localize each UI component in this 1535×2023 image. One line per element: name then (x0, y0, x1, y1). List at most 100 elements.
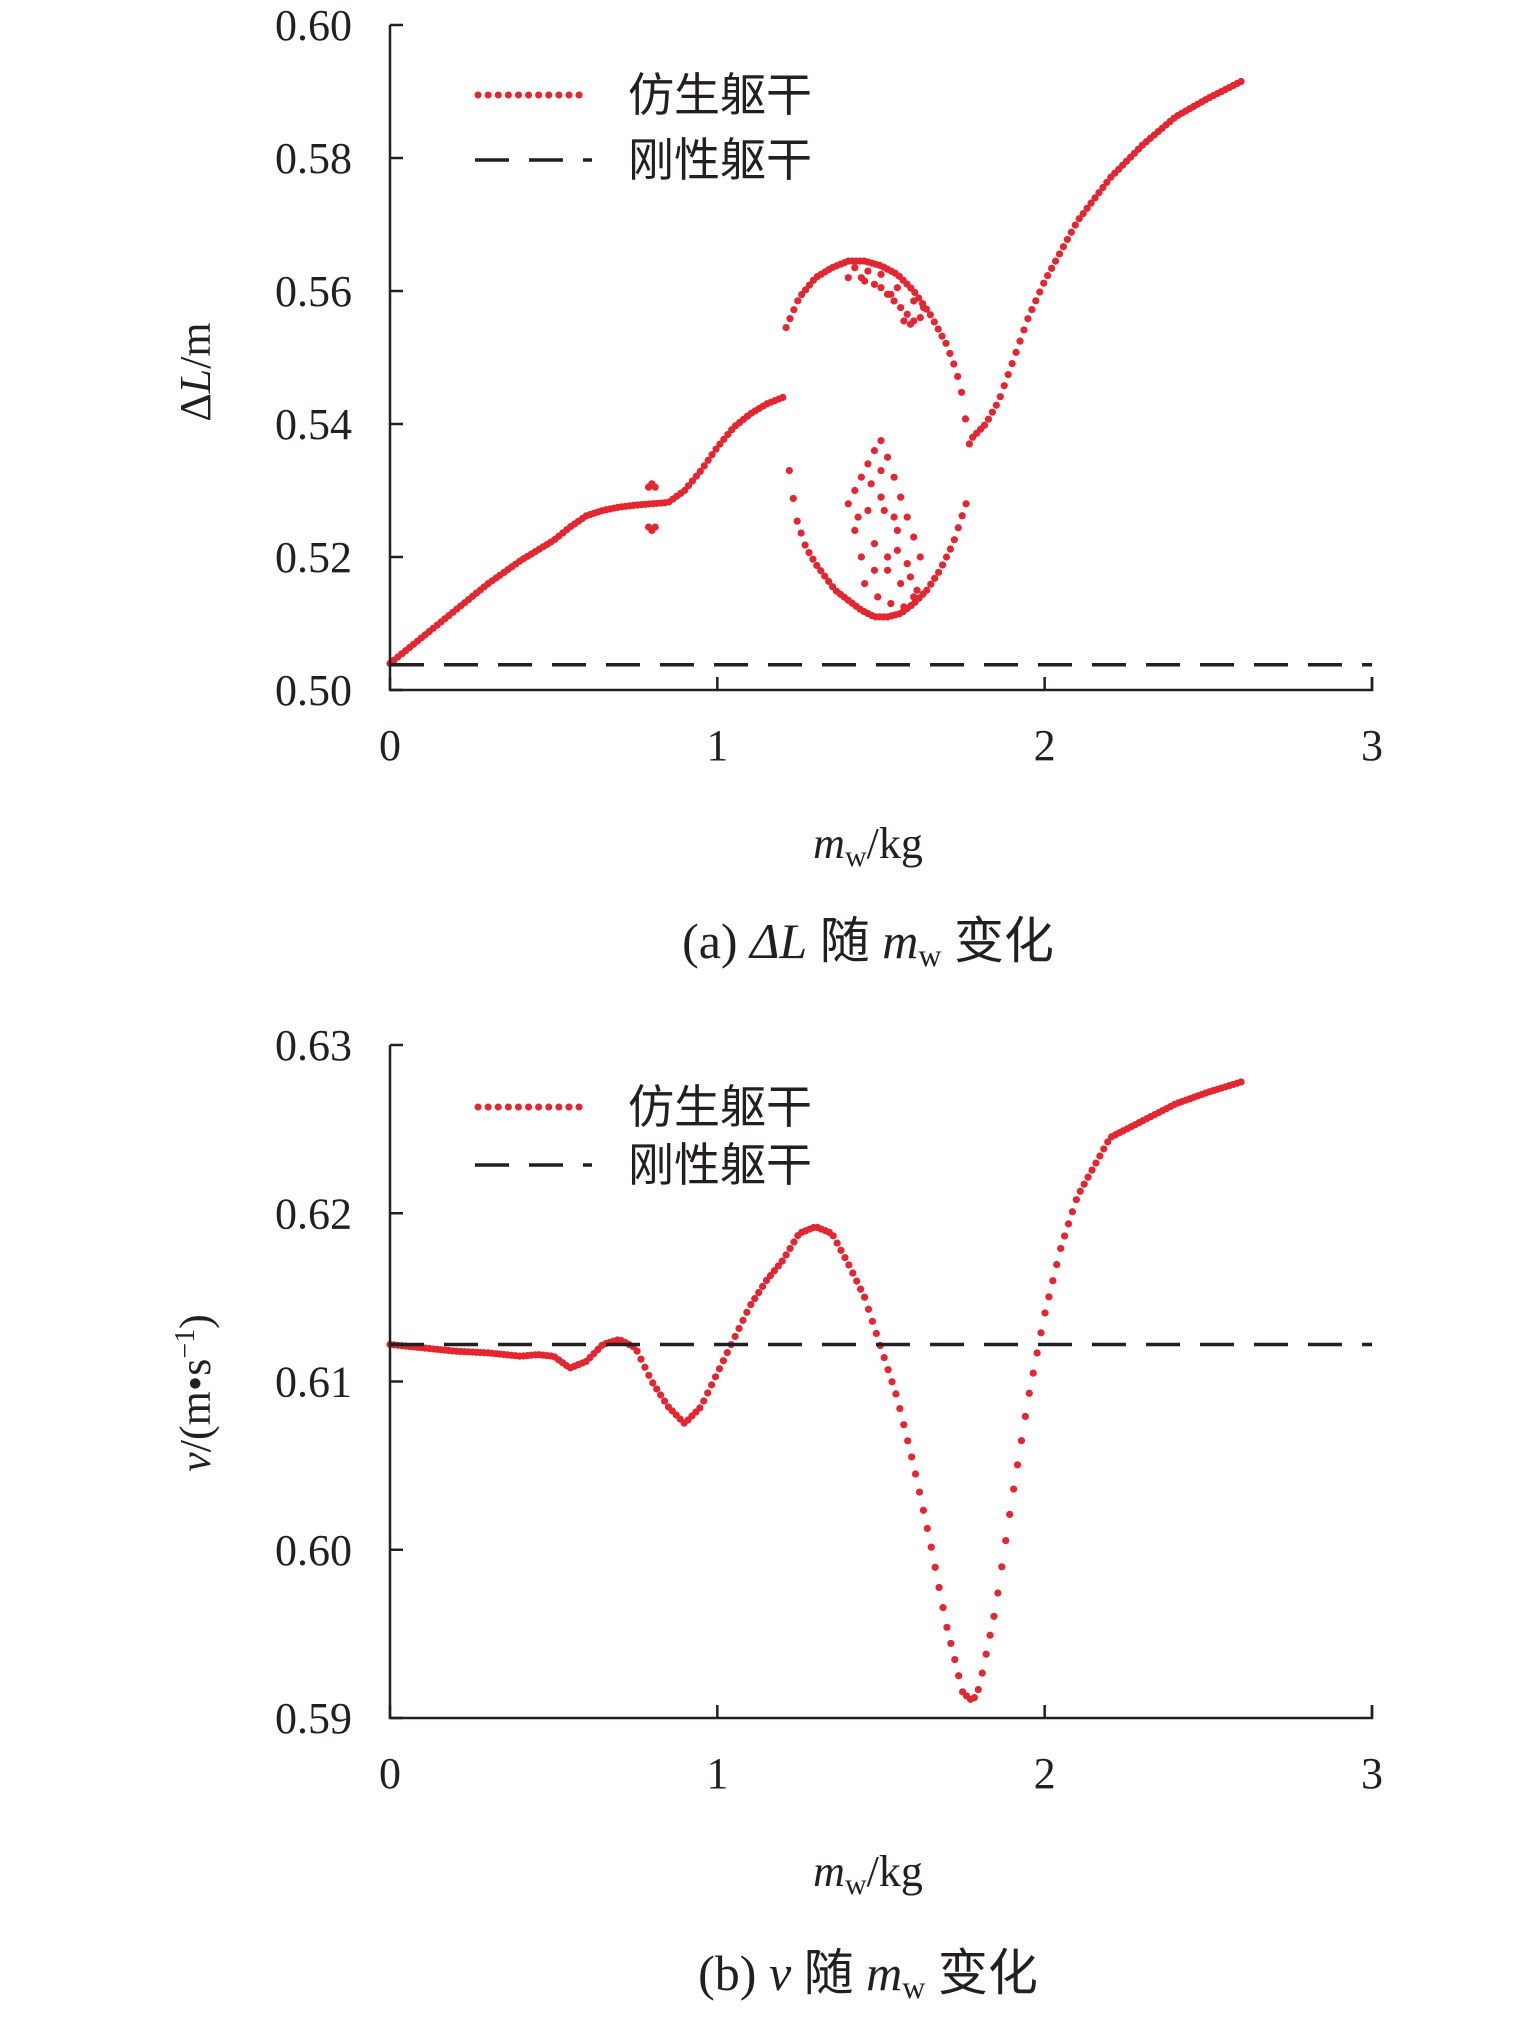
bionic-data-point (1013, 1461, 1022, 1469)
panel-b-ticks: 0 1 2 3 0.63 0.62 0.61 0.60 0.59 (275, 1021, 1383, 1798)
panel-a-caption-prefix: (a) (682, 913, 750, 969)
bionic-data-point (1075, 215, 1083, 223)
bionic-data-point (935, 568, 943, 576)
bionic-data-point (774, 1262, 782, 1270)
bionic-data-point (1068, 1208, 1077, 1216)
bionic-data-point (861, 580, 869, 588)
bionic-data-point (837, 1246, 845, 1254)
bionic-data-point (762, 1276, 771, 1285)
bionic-data-point (641, 1363, 649, 1371)
bionic-data-point (1057, 1244, 1065, 1253)
bionic-data-point (801, 286, 810, 294)
bionic-data-point (849, 1269, 857, 1277)
bionic-data-point (951, 1655, 959, 1664)
panel-b-caption-m: m (866, 1945, 902, 2001)
bionic-data-point (708, 451, 716, 459)
panel-a-ticks: 0 1 2 3 0.60 0.58 0.56 0.54 0.52 0.50 (275, 1, 1383, 770)
bionic-data-point (857, 473, 865, 481)
bionic-data-point (751, 1294, 759, 1303)
bionic-data-point (841, 1253, 849, 1262)
bionic-data-point (947, 1639, 955, 1648)
bionic-data-point (911, 288, 919, 297)
panel-b-x-axis-title: mw/kg (813, 1847, 923, 1901)
bionic-data-point (1009, 1485, 1018, 1493)
bionic-data-point (833, 1239, 841, 1247)
panel-b-ylabel-unit: /(m•s (171, 1359, 220, 1453)
bionic-data-point (893, 526, 901, 535)
bionic-data-point (1049, 1277, 1057, 1285)
bionic-data-point (1087, 199, 1095, 207)
bionic-data-point (903, 513, 911, 521)
bionic-data-point (651, 483, 659, 491)
bionic-data-point (708, 1381, 716, 1389)
bionic-data-point (942, 553, 951, 561)
bionic-data-point (864, 460, 872, 468)
panel-b-legend-bionic-label: 仿生躯干 (628, 1082, 812, 1133)
bionic-data-point (1237, 1078, 1245, 1086)
bionic-data-point (888, 1378, 896, 1386)
bionic-data-point (877, 284, 885, 292)
panel-a-xlabel-m: m (813, 819, 845, 868)
bionic-data-point (982, 1650, 990, 1658)
panel-b-ytick-label: 0.60 (275, 1526, 352, 1575)
bionic-data-point (872, 1329, 880, 1338)
bionic-data-point (1084, 1173, 1092, 1181)
bionic-data-point (870, 447, 879, 455)
bionic-data-point (934, 325, 942, 333)
bionic-data-point (633, 1347, 641, 1355)
bionic-data-point (962, 500, 970, 508)
bionic-data-point (915, 1488, 924, 1496)
bionic-data-point (1041, 1309, 1049, 1317)
bionic-data-point (1051, 257, 1060, 265)
panel-a-ylabel-delta: Δ (171, 393, 220, 421)
bionic-data-point (950, 536, 958, 544)
bionic-data-point (700, 1397, 708, 1405)
panel-b-xtick-label: 0 (379, 1749, 401, 1798)
bionic-data-point (877, 493, 885, 501)
bionic-data-point (923, 586, 931, 594)
bionic-data-point (845, 1261, 853, 1269)
bionic-data-point (1092, 1159, 1100, 1167)
bionic-data-point (906, 320, 915, 328)
bionic-data-point (1083, 204, 1091, 212)
svg-text:v/(m•s−1): v/(m•s−1) (170, 1314, 220, 1472)
bionic-data-point (870, 280, 879, 288)
panel-b-ylabel-sup: −1 (170, 1329, 201, 1359)
panel-b-xlabel-m: m (813, 1847, 845, 1896)
bionic-data-point (958, 512, 966, 520)
bionic-data-point (864, 267, 872, 275)
bionic-data-point (660, 1397, 669, 1405)
bionic-data-point (1071, 221, 1079, 229)
bionic-data-point (1012, 348, 1020, 356)
panel-a-ytick-label: 0.58 (275, 134, 352, 183)
panel-b-ylabel-symbol: v (171, 1452, 220, 1472)
panel-b-ytick-label: 0.63 (275, 1021, 352, 1070)
panel-b-xtick-label: 3 (1361, 1749, 1383, 1798)
bionic-data-point (938, 561, 947, 569)
bionic-data-point (1028, 306, 1036, 314)
bionic-data-point (712, 445, 720, 453)
bionic-data-point (938, 332, 946, 340)
bionic-data-point (1103, 178, 1111, 186)
bionic-data-point (943, 1623, 951, 1631)
bionic-data-point (916, 553, 924, 561)
bionic-data-point (883, 553, 892, 561)
bionic-data-point (890, 297, 898, 305)
panel-a-ylabel-symbol: L (171, 369, 220, 394)
bionic-data-point (1017, 1437, 1026, 1445)
bionic-data-point (696, 467, 704, 475)
panel-a-caption-sub: w (918, 937, 941, 973)
bionic-data-point (854, 513, 862, 521)
bionic-data-point (645, 1371, 653, 1379)
bionic-data-point (900, 603, 908, 611)
bionic-data-point (747, 1301, 755, 1309)
panel-a-xtick-label: 0 (379, 721, 401, 770)
panel-b-axes (388, 1045, 1374, 1720)
bionic-data-point (908, 1453, 916, 1461)
bionic-data-point (890, 473, 898, 481)
bionic-data-point (785, 466, 793, 475)
bionic-data-point (704, 1389, 712, 1397)
panel-a-xlabel-unit: /kg (867, 819, 923, 868)
bionic-data-point (805, 281, 814, 289)
panel-a-xlabel-sub: w (845, 840, 867, 873)
